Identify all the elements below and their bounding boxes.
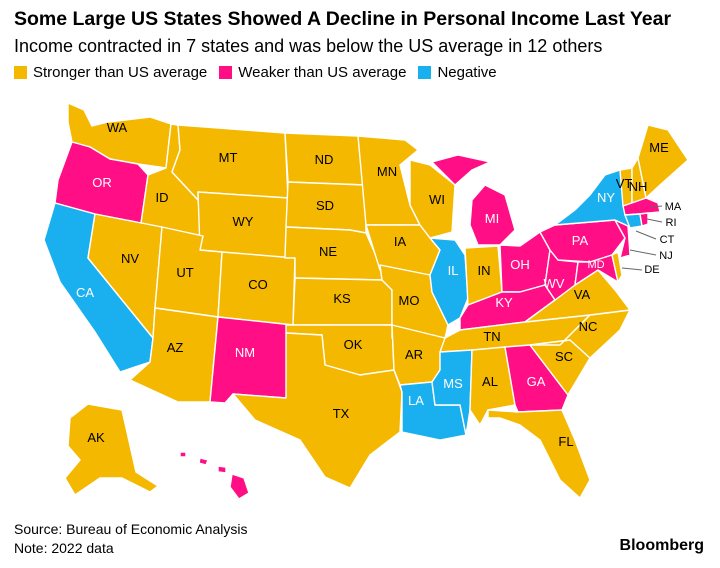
label-vt: VT — [616, 176, 633, 191]
label-la: LA — [408, 393, 424, 408]
label-nj: NJ — [659, 250, 672, 262]
legend-label-stronger: Stronger than US average — [33, 64, 208, 81]
label-tn: TN — [483, 329, 500, 344]
label-co: CO — [248, 277, 268, 292]
label-nh: NH — [629, 179, 648, 194]
leader-nj — [629, 249, 657, 256]
legend-swatch-negative — [418, 66, 432, 79]
legend-item-negative: Negative — [418, 64, 497, 81]
state-ak — [64, 403, 159, 496]
state-mi — [431, 154, 516, 246]
label-md: MD — [587, 259, 604, 271]
label-ne: NE — [319, 244, 337, 259]
label-in: IN — [478, 263, 491, 278]
data-note: Note: 2022 data — [14, 540, 114, 556]
label-ma: MA — [665, 201, 682, 213]
label-de: DE — [644, 264, 659, 276]
label-sc: SC — [555, 349, 573, 364]
state-fl — [487, 409, 591, 499]
legend-label-negative: Negative — [437, 64, 497, 81]
chart-title: Some Large US States Showed A Decline in… — [14, 8, 672, 30]
state-ri — [639, 212, 649, 227]
legend-swatch-weaker — [219, 66, 233, 79]
label-nc: NC — [579, 319, 598, 334]
label-ar: AR — [405, 347, 423, 362]
label-ks: KS — [333, 291, 351, 306]
label-sd: SD — [316, 198, 334, 213]
legend: Stronger than US average Weaker than US … — [14, 64, 509, 81]
state-wi — [409, 159, 456, 239]
label-mi: MI — [485, 211, 499, 226]
label-wy: WY — [233, 214, 254, 229]
label-wv: WV — [544, 276, 565, 291]
state-hi — [179, 451, 250, 500]
label-tx: TX — [333, 406, 350, 421]
legend-item-stronger: Stronger than US average — [14, 64, 207, 81]
label-nv: NV — [121, 251, 139, 266]
label-ia: IA — [394, 234, 407, 249]
label-mn: MN — [377, 164, 397, 179]
state-tx — [232, 332, 403, 489]
label-al: AL — [482, 374, 498, 389]
label-ms: MS — [443, 376, 463, 391]
label-pa: PA — [572, 233, 589, 248]
state-ma — [622, 197, 661, 216]
label-va: VA — [574, 287, 591, 302]
label-ny: NY — [597, 190, 615, 205]
label-ky: KY — [495, 295, 513, 310]
label-ut: UT — [176, 265, 193, 280]
label-oh: OH — [510, 257, 530, 272]
label-or: OR — [92, 175, 112, 190]
legend-label-weaker: Weaker than US average — [238, 64, 407, 81]
leader-de — [621, 267, 643, 271]
leader-ri — [646, 218, 663, 223]
legend-swatch-stronger — [14, 66, 27, 79]
chart-subtitle: Income contracted in 7 states and was be… — [14, 36, 603, 56]
label-ga: GA — [527, 374, 546, 389]
source-note: Source: Bureau of Economic Analysis — [14, 521, 248, 537]
label-wa: WA — [107, 120, 128, 135]
label-fl: FL — [558, 434, 573, 449]
state-de — [611, 251, 623, 283]
state-nm — [209, 316, 294, 404]
legend-item-weaker: Weaker than US average — [219, 64, 406, 81]
label-il: IL — [448, 263, 459, 278]
label-nd: ND — [315, 152, 334, 167]
bloomberg-logo: Bloomberg — [619, 537, 704, 554]
label-id: ID — [156, 190, 169, 205]
label-nm: NM — [235, 345, 255, 360]
footer: Source: Bureau of Economic Analysis Note… — [14, 520, 247, 558]
label-az: AZ — [167, 340, 184, 355]
label-ok: OK — [344, 337, 363, 352]
label-mo: MO — [399, 293, 420, 308]
label-ak: AK — [87, 430, 105, 445]
label-me: ME — [649, 140, 669, 155]
state-il — [429, 237, 469, 326]
label-ri: RI — [666, 217, 677, 229]
label-mt: MT — [219, 150, 238, 165]
leader-ma — [649, 205, 663, 208]
label-wi: WI — [429, 192, 445, 207]
label-ca: CA — [76, 285, 94, 300]
leader-ct — [635, 230, 657, 240]
label-ct: CT — [660, 234, 675, 246]
